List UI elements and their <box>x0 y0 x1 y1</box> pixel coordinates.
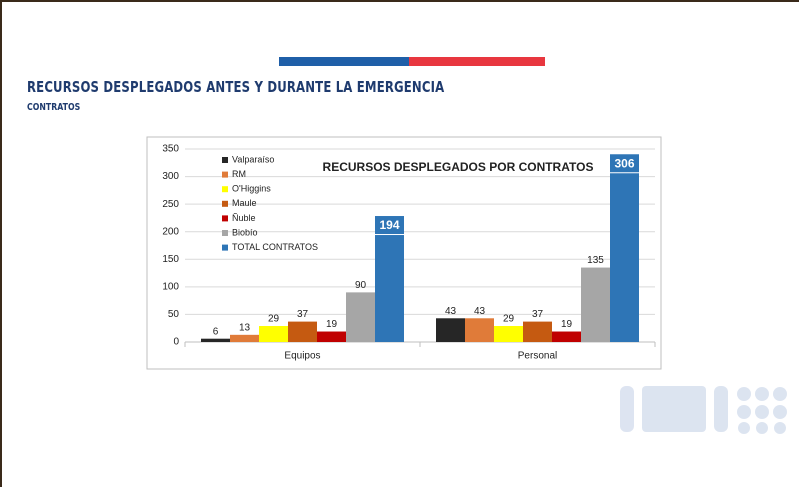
data-label-box <box>375 216 404 235</box>
data-label: 90 <box>355 280 367 291</box>
legend-label: Biobío <box>232 227 258 237</box>
y-tick-label: 250 <box>162 199 179 210</box>
legend-swatch <box>222 200 228 207</box>
data-label: 6 <box>213 326 219 337</box>
legend-swatch <box>222 171 228 178</box>
bar <box>494 326 523 342</box>
bar <box>581 267 610 342</box>
data-label: 194 <box>379 218 399 232</box>
bar <box>201 338 230 342</box>
data-label: 43 <box>445 306 457 317</box>
bar <box>259 326 288 342</box>
data-label: 135 <box>587 255 604 266</box>
data-label: 13 <box>239 322 251 333</box>
y-tick-label: 150 <box>162 254 179 265</box>
logo-watermark <box>620 386 787 434</box>
header-bar-blue <box>279 57 409 66</box>
data-label: 19 <box>561 319 573 330</box>
x-tick-label: Personal <box>518 351 557 362</box>
legend-label: RM <box>232 169 246 179</box>
legend-swatch <box>222 230 228 236</box>
legend-label: Valparaíso <box>232 154 274 164</box>
legend-swatch <box>222 244 228 251</box>
legend-swatch <box>222 215 228 222</box>
bar <box>288 321 317 342</box>
data-label: 37 <box>532 309 544 320</box>
bar <box>375 235 404 342</box>
chart-title: RECURSOS DESPLEGADOS POR CONTRATOS <box>323 160 594 174</box>
data-label: 29 <box>268 314 280 325</box>
y-tick-label: 300 <box>162 171 179 182</box>
bar <box>230 334 259 342</box>
legend-swatch <box>222 157 228 163</box>
bar <box>436 318 465 342</box>
y-tick-label: 0 <box>173 337 179 348</box>
bar <box>552 331 581 342</box>
data-label: 19 <box>326 319 338 330</box>
bar <box>346 292 375 342</box>
data-label-box <box>610 154 639 173</box>
legend-label: Maule <box>232 198 257 208</box>
y-tick-label: 200 <box>162 226 179 237</box>
data-label: 43 <box>474 306 486 317</box>
slide-title: RECURSOS DESPLEGADOS ANTES Y DURANTE LA … <box>27 78 445 96</box>
data-label: 37 <box>297 309 309 320</box>
bar <box>465 318 494 342</box>
legend-label: TOTAL CONTRATOS <box>232 242 318 252</box>
y-tick-label: 350 <box>162 144 179 155</box>
legend-label: O'Higgins <box>232 184 271 194</box>
x-tick-label: Equipos <box>284 351 320 362</box>
data-label: 29 <box>503 314 515 325</box>
data-label: 306 <box>614 156 634 170</box>
legend-swatch <box>222 186 228 193</box>
legend-label: Ñuble <box>232 213 256 223</box>
slide-subtitle: CONTRATOS <box>27 102 81 113</box>
header-bar-red <box>409 57 545 66</box>
y-tick-label: 50 <box>168 309 180 320</box>
y-tick-label: 100 <box>162 281 179 292</box>
bar <box>317 331 346 342</box>
bar <box>523 321 552 342</box>
bar <box>610 173 639 342</box>
